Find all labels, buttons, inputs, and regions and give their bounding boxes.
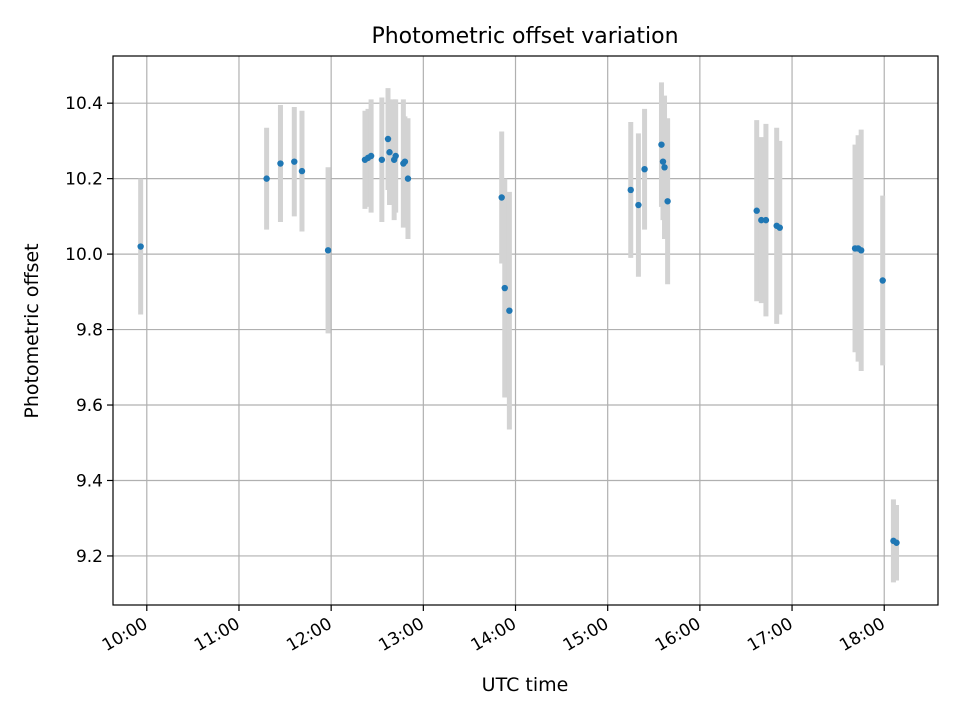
x-axis-label: UTC time	[482, 674, 569, 696]
grid-lines	[113, 56, 938, 605]
y-tick-label: 9.8	[76, 321, 103, 341]
data-point	[401, 158, 409, 165]
data-point	[498, 194, 505, 201]
y-tick-label: 10.0	[65, 245, 103, 265]
data-point	[664, 198, 671, 205]
data-point	[378, 156, 386, 163]
data-point	[386, 149, 393, 156]
data-point	[658, 141, 665, 148]
y-tick-label: 9.6	[76, 396, 103, 416]
data-points	[137, 135, 900, 546]
data-point	[324, 247, 332, 254]
chart-title: Photometric offset variation	[371, 24, 678, 49]
data-point	[641, 165, 648, 173]
y-tick-label: 9.2	[76, 547, 103, 567]
y-axis-label: Photometric offset	[21, 243, 43, 418]
data-point	[384, 135, 392, 143]
data-point	[137, 243, 144, 250]
data-point	[659, 158, 667, 165]
data-point	[762, 216, 770, 224]
data-point	[661, 164, 668, 171]
data-point	[367, 152, 375, 160]
data-point	[758, 216, 765, 224]
data-point	[291, 158, 298, 165]
plot-frame	[112, 55, 939, 606]
data-point	[776, 224, 783, 231]
data-point	[857, 247, 865, 254]
data-point	[501, 284, 508, 292]
data-point	[277, 160, 284, 167]
data-point	[263, 175, 270, 182]
data-point	[879, 277, 886, 284]
data-point	[298, 167, 306, 175]
data-point	[627, 186, 634, 194]
data-point	[392, 152, 399, 160]
data-point	[404, 175, 412, 182]
y-tick-label: 9.4	[76, 471, 103, 491]
data-point	[506, 307, 513, 314]
data-point	[635, 201, 642, 209]
y-axis-ticks: 9.2 9.4 9.6 9.8 10.0 10.2 10.4	[65, 94, 113, 567]
y-tick-label: 10.4	[65, 94, 103, 114]
data-point	[753, 207, 760, 214]
y-tick-label: 10.2	[65, 170, 103, 190]
data-point	[893, 539, 900, 546]
